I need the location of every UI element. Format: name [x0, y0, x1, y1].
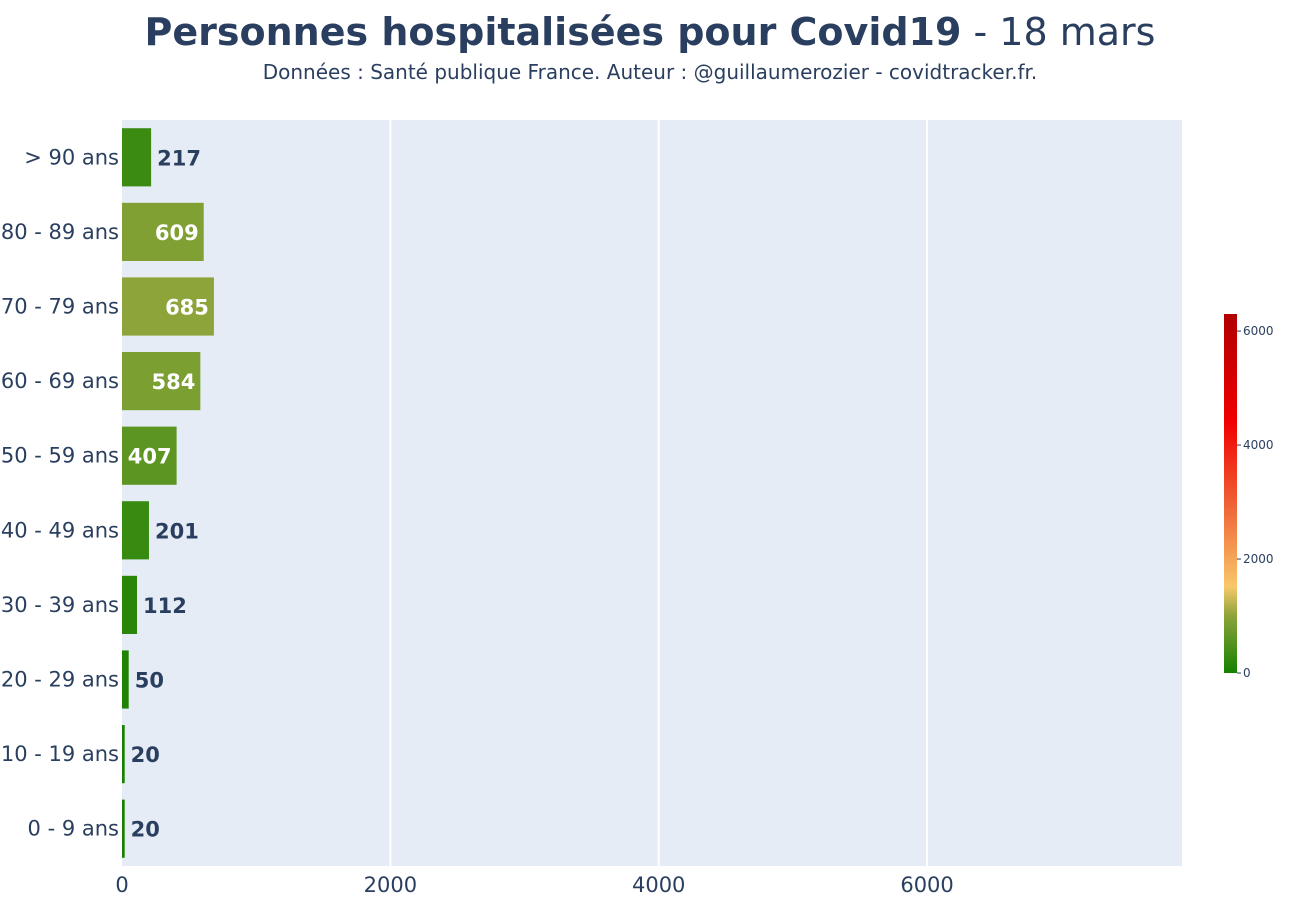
- colorbar-tick-label: 2000: [1243, 552, 1274, 566]
- y-tick-label: 0 - 9 ans: [28, 817, 119, 841]
- bar: [122, 575, 138, 634]
- chart-title-main: Personnes hospitalisées pour Covid19: [144, 10, 962, 54]
- colorbar-ticks: 0 2000 4000 6000: [1237, 324, 1274, 680]
- bar: [122, 202, 204, 261]
- data-label: 112: [143, 594, 187, 618]
- chart-subtitle: Données : Santé publique France. Auteur …: [262, 60, 1038, 84]
- bars: [122, 128, 214, 858]
- data-label: 217: [157, 146, 201, 170]
- bar: [122, 128, 152, 187]
- y-tick-label: 80 - 89 ans: [1, 220, 119, 244]
- y-axis-labels: 0 - 9 ans 10 - 19 ans 20 - 29 ans 30 - 39 a…: [1, 145, 119, 840]
- data-label: 50: [135, 669, 164, 693]
- data-label: 609: [155, 221, 199, 245]
- x-tick-label: 6000: [900, 873, 953, 897]
- x-tick-label: 0: [115, 873, 128, 897]
- data-label: 407: [128, 445, 172, 469]
- colorbar: 0 2000 4000 6000: [1224, 314, 1274, 680]
- x-axis-labels: 0 2000 4000 6000: [115, 873, 953, 897]
- colorbar-tick-label: 4000: [1243, 438, 1274, 452]
- y-tick-label: 10 - 19 ans: [1, 742, 119, 766]
- bar: [122, 426, 177, 485]
- gridlines: [389, 120, 929, 866]
- plot-area: [122, 120, 1182, 866]
- bar: [122, 277, 214, 336]
- bar: [122, 501, 149, 560]
- y-tick-label: 30 - 39 ans: [1, 593, 119, 617]
- y-tick-label: > 90 ans: [24, 145, 119, 169]
- colorbar-tick-label: 0: [1243, 666, 1251, 680]
- y-tick-label: 50 - 59 ans: [1, 444, 119, 468]
- y-tick-label: 40 - 49 ans: [1, 518, 119, 542]
- data-labels: 20 20 50 112 201 407 584 685 609 217: [128, 146, 209, 841]
- bar: [122, 650, 129, 709]
- data-label: 584: [152, 370, 196, 394]
- chart-title-date: - 18 mars: [961, 10, 1156, 54]
- bar: [122, 352, 201, 411]
- x-tick-label: 2000: [364, 873, 417, 897]
- x-tick-label: 4000: [632, 873, 685, 897]
- data-label: 20: [131, 818, 160, 842]
- data-label: 201: [155, 519, 199, 543]
- bar: [122, 725, 125, 784]
- colorbar-tick-label: 6000: [1243, 324, 1274, 338]
- y-tick-label: 70 - 79 ans: [1, 295, 119, 319]
- y-tick-label: 20 - 29 ans: [1, 668, 119, 692]
- colorbar-gradient: [1224, 314, 1237, 673]
- data-label: 685: [165, 296, 209, 320]
- bar: [122, 799, 125, 858]
- data-label: 20: [131, 743, 160, 767]
- chart-title: Personnes hospitalisées pour Covid19 - 1…: [0, 10, 1300, 54]
- y-tick-label: 60 - 69 ans: [1, 369, 119, 393]
